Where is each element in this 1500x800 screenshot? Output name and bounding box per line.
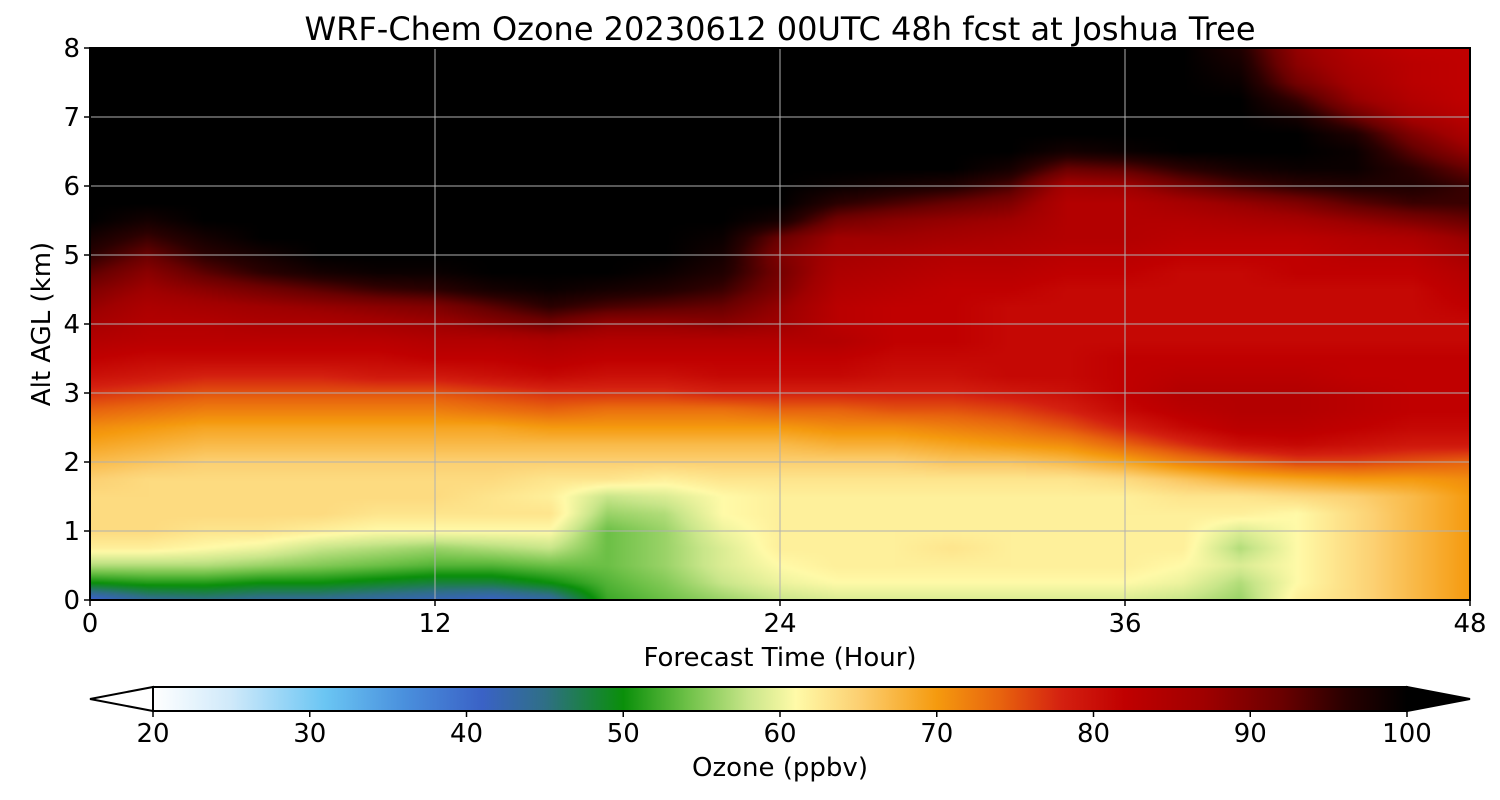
colorbar-min-extend bbox=[89, 685, 154, 713]
colorbar-max-extend bbox=[1406, 685, 1471, 713]
x-axis-ticks: 0 12 24 36 48 bbox=[82, 600, 1487, 639]
x-tick-label: 0 bbox=[82, 609, 99, 639]
y-tick-label: 2 bbox=[63, 448, 80, 478]
x-tick-label: 48 bbox=[1453, 609, 1486, 639]
y-axis-label: Alt AGL (km) bbox=[27, 242, 57, 406]
y-tick-label: 1 bbox=[63, 517, 80, 547]
y-tick-label: 5 bbox=[63, 241, 80, 271]
colorbar-tick-label: 60 bbox=[763, 719, 796, 749]
colorbar-ticks: 20 30 40 50 60 70 80 90 100 bbox=[136, 711, 1432, 749]
y-tick-label: 7 bbox=[63, 103, 80, 133]
colorbar-label: Ozone (ppbv) bbox=[692, 753, 868, 783]
grid-lines bbox=[90, 48, 1470, 600]
x-axis-label: Forecast Time (Hour) bbox=[643, 643, 916, 673]
plot-area bbox=[89, 47, 1471, 601]
colorbar-tick-label: 20 bbox=[136, 719, 169, 749]
colorbar-tick-label: 30 bbox=[293, 719, 326, 749]
colorbar-gradient bbox=[152, 686, 1408, 712]
colorbar-tick-label: 90 bbox=[1234, 719, 1267, 749]
colorbar: 20 30 40 50 60 70 80 90 100 Ozone (ppbv) bbox=[89, 685, 1471, 783]
x-tick-label: 12 bbox=[418, 609, 451, 639]
colorbar-tick-label: 40 bbox=[450, 719, 483, 749]
y-axis-ticks: 0 1 2 3 4 5 6 7 8 bbox=[63, 34, 90, 616]
y-tick-label: 6 bbox=[63, 172, 80, 202]
colorbar-tick-label: 100 bbox=[1382, 719, 1432, 749]
y-tick-label: 3 bbox=[63, 379, 80, 409]
chart-title: WRF-Chem Ozone 20230612 00UTC 48h fcst a… bbox=[304, 10, 1255, 48]
x-tick-label: 24 bbox=[763, 609, 796, 639]
x-tick-label: 36 bbox=[1108, 609, 1141, 639]
colorbar-tick-label: 70 bbox=[920, 719, 953, 749]
colorbar-tick-label: 80 bbox=[1077, 719, 1110, 749]
y-tick-label: 0 bbox=[63, 586, 80, 616]
y-tick-label: 8 bbox=[63, 34, 80, 64]
colorbar-tick-label: 50 bbox=[607, 719, 640, 749]
y-tick-label: 4 bbox=[63, 310, 80, 340]
